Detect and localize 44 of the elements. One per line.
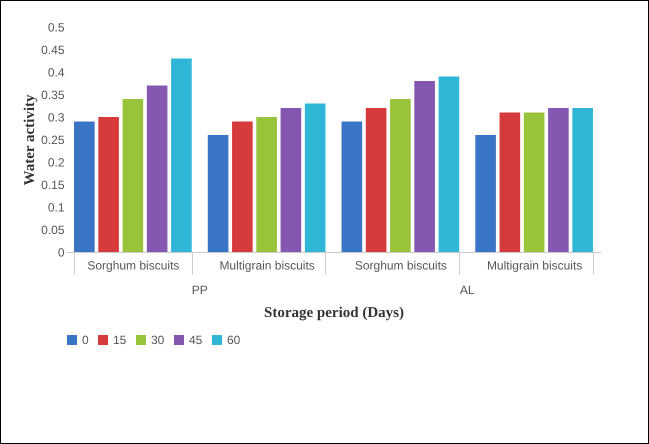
bar bbox=[524, 112, 544, 252]
bar bbox=[366, 108, 386, 252]
x-tick-label: Multigrain biscuits bbox=[219, 258, 315, 272]
bar bbox=[232, 122, 253, 252]
y-tick-label: 0.45 bbox=[41, 43, 65, 57]
legend-label: 60 bbox=[227, 333, 241, 347]
bar bbox=[438, 76, 460, 252]
legend-label: 0 bbox=[82, 333, 89, 347]
text: PP bbox=[192, 283, 208, 297]
bar bbox=[122, 99, 144, 252]
y-tick-label: 0.25 bbox=[41, 133, 65, 147]
y-tick-label: 0.2 bbox=[48, 156, 65, 170]
bar bbox=[414, 81, 435, 252]
y-axis-title: Water activity bbox=[22, 94, 38, 186]
legend-label: 45 bbox=[189, 333, 203, 347]
y-tick-label: 0.5 bbox=[48, 20, 65, 34]
bar bbox=[146, 86, 168, 252]
bar bbox=[572, 108, 593, 252]
bar bbox=[74, 122, 95, 252]
bar bbox=[208, 135, 228, 252]
x-axis-title: Storage period (Days) bbox=[264, 305, 404, 321]
legend-label: 30 bbox=[151, 333, 165, 347]
x-tick-label: Multigrain biscuits bbox=[486, 258, 582, 272]
bar bbox=[98, 117, 119, 252]
bar bbox=[256, 117, 277, 252]
bar bbox=[342, 122, 362, 252]
bar bbox=[548, 108, 569, 252]
bar bbox=[390, 99, 411, 252]
y-tick-label: 0 bbox=[58, 246, 65, 260]
y-tick-label: 0.1 bbox=[48, 200, 65, 214]
y-tick-label: 0.05 bbox=[41, 223, 65, 237]
y-tick-label: 0.35 bbox=[41, 88, 65, 102]
bar bbox=[500, 112, 520, 252]
bar bbox=[304, 104, 326, 252]
bar bbox=[171, 58, 192, 252]
y-tick-label: 0.15 bbox=[41, 178, 65, 192]
y-tick-label: 0.3 bbox=[48, 110, 65, 124]
bar bbox=[475, 135, 496, 252]
bar bbox=[280, 108, 302, 252]
legend-label: 15 bbox=[113, 333, 127, 347]
y-tick-label: 0.4 bbox=[48, 66, 65, 80]
x-tick-label: Sorghum biscuits bbox=[354, 258, 447, 272]
text: AL bbox=[460, 283, 475, 297]
x-tick-label: Sorghum biscuits bbox=[87, 258, 180, 272]
